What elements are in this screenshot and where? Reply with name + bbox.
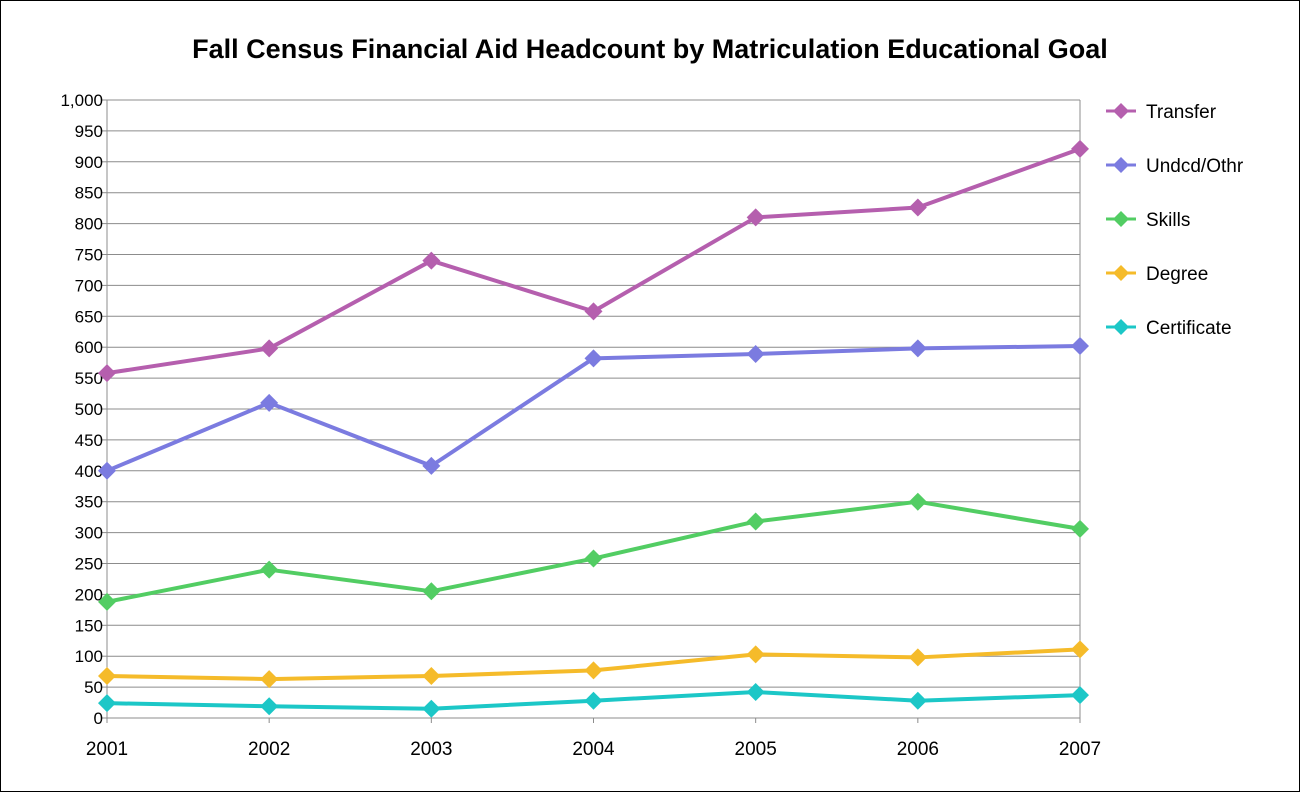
legend-label-skills: Skills: [1146, 210, 1190, 231]
legend-item-degree: Degree: [1106, 264, 1208, 285]
data-point-degree: [260, 670, 279, 689]
data-point-undcd-othr: [260, 393, 279, 412]
data-point-transfer: [584, 302, 603, 321]
data-point-undcd-othr: [1071, 336, 1089, 355]
data-point-transfer: [908, 198, 927, 217]
data-point-certificate: [908, 691, 927, 710]
y-tick-label: 700: [75, 276, 103, 295]
series-undcd-othr: [98, 336, 1089, 480]
legend-item-undcd-othr: Undcd/Othr: [1106, 156, 1244, 177]
data-point-transfer: [98, 364, 116, 383]
x-tick-label: 2002: [248, 739, 290, 760]
data-point-skills: [260, 560, 279, 579]
legend-label-transfer: Transfer: [1146, 102, 1217, 123]
series-lines: [98, 139, 1089, 718]
data-point-undcd-othr: [422, 456, 441, 475]
x-tick-label: 2003: [410, 739, 452, 760]
legend-item-transfer: Transfer: [1106, 102, 1217, 123]
data-point-skills: [98, 592, 116, 611]
data-point-undcd-othr: [908, 339, 927, 358]
y-tick-label: 950: [75, 122, 103, 141]
data-point-degree: [422, 666, 441, 685]
data-point-degree: [1071, 640, 1089, 659]
y-tick-label: 200: [75, 585, 103, 604]
data-point-transfer: [422, 251, 441, 270]
axes: 0 50 100 150 200 250 300 350 400 450 500 550 600 650 7…: [60, 91, 1101, 760]
data-point-certificate: [422, 699, 441, 718]
x-tick-label: 2007: [1059, 739, 1101, 760]
legend-item-skills: Skills: [1106, 210, 1190, 231]
y-tick-label: 600: [75, 338, 103, 357]
y-tick-label: 100: [75, 647, 103, 666]
series-line-transfer: [106, 146, 1081, 376]
data-point-transfer: [746, 208, 765, 227]
y-tick-label: 450: [75, 431, 103, 450]
y-tick-label: 1,000: [60, 91, 103, 110]
legend-label-degree: Degree: [1146, 264, 1208, 285]
data-point-undcd-othr: [584, 349, 603, 368]
series-transfer: [98, 139, 1089, 383]
legend: Transfer Undcd/Othr Skills Degree Certificat…: [1106, 102, 1244, 339]
data-point-certificate: [746, 683, 765, 702]
data-point-transfer: [1071, 139, 1089, 158]
y-tick-label: 850: [75, 184, 103, 203]
y-tick-label: 150: [75, 616, 103, 635]
legend-marker-skills: [1113, 211, 1129, 227]
data-point-degree: [746, 645, 765, 664]
x-tick-label: 2001: [86, 739, 128, 760]
y-tick-label: 800: [75, 215, 103, 234]
data-point-certificate: [98, 694, 116, 713]
series-certificate: [98, 683, 1089, 718]
data-point-degree: [98, 666, 116, 685]
chart-title: Fall Census Financial Aid Headcount by M…: [192, 34, 1108, 64]
y-tick-label: 900: [75, 153, 103, 172]
legend-marker-undcd-othr: [1113, 157, 1129, 173]
data-point-skills: [584, 549, 603, 568]
data-point-skills: [422, 582, 441, 601]
y-tick-label: 250: [75, 555, 103, 574]
data-point-certificate: [584, 691, 603, 710]
data-point-undcd-othr: [746, 344, 765, 363]
y-tick-label: 550: [75, 369, 103, 388]
y-tick-label: 300: [75, 524, 103, 543]
series-degree: [98, 640, 1089, 689]
y-tick-label: 50: [84, 678, 103, 697]
y-tick-label: 0: [94, 709, 103, 728]
y-tick-label: 750: [75, 246, 103, 265]
data-point-skills: [908, 492, 927, 511]
legend-label-certificate: Certificate: [1146, 318, 1232, 339]
data-point-skills: [1071, 519, 1089, 538]
y-tick-label: 650: [75, 307, 103, 326]
legend-marker-degree: [1113, 265, 1129, 281]
gridlines: [107, 99, 1081, 718]
x-tick-label: 2006: [897, 739, 939, 760]
data-point-degree: [584, 661, 603, 680]
data-point-certificate: [1071, 686, 1089, 705]
legend-marker-certificate: [1113, 319, 1129, 335]
data-point-degree: [908, 648, 927, 667]
data-point-undcd-othr: [98, 461, 116, 480]
x-tick-label: 2005: [735, 739, 777, 760]
series-skills: [98, 492, 1089, 611]
legend-label-undcd-othr: Undcd/Othr: [1146, 156, 1244, 177]
x-tick-label: 2004: [572, 739, 615, 760]
y-tick-label: 400: [75, 462, 103, 481]
legend-item-certificate: Certificate: [1106, 318, 1232, 339]
data-point-transfer: [260, 339, 279, 358]
data-point-skills: [746, 512, 765, 531]
legend-marker-transfer: [1113, 103, 1129, 119]
y-tick-label: 350: [75, 493, 103, 512]
y-tick-label: 500: [75, 400, 103, 419]
data-point-certificate: [260, 697, 279, 716]
